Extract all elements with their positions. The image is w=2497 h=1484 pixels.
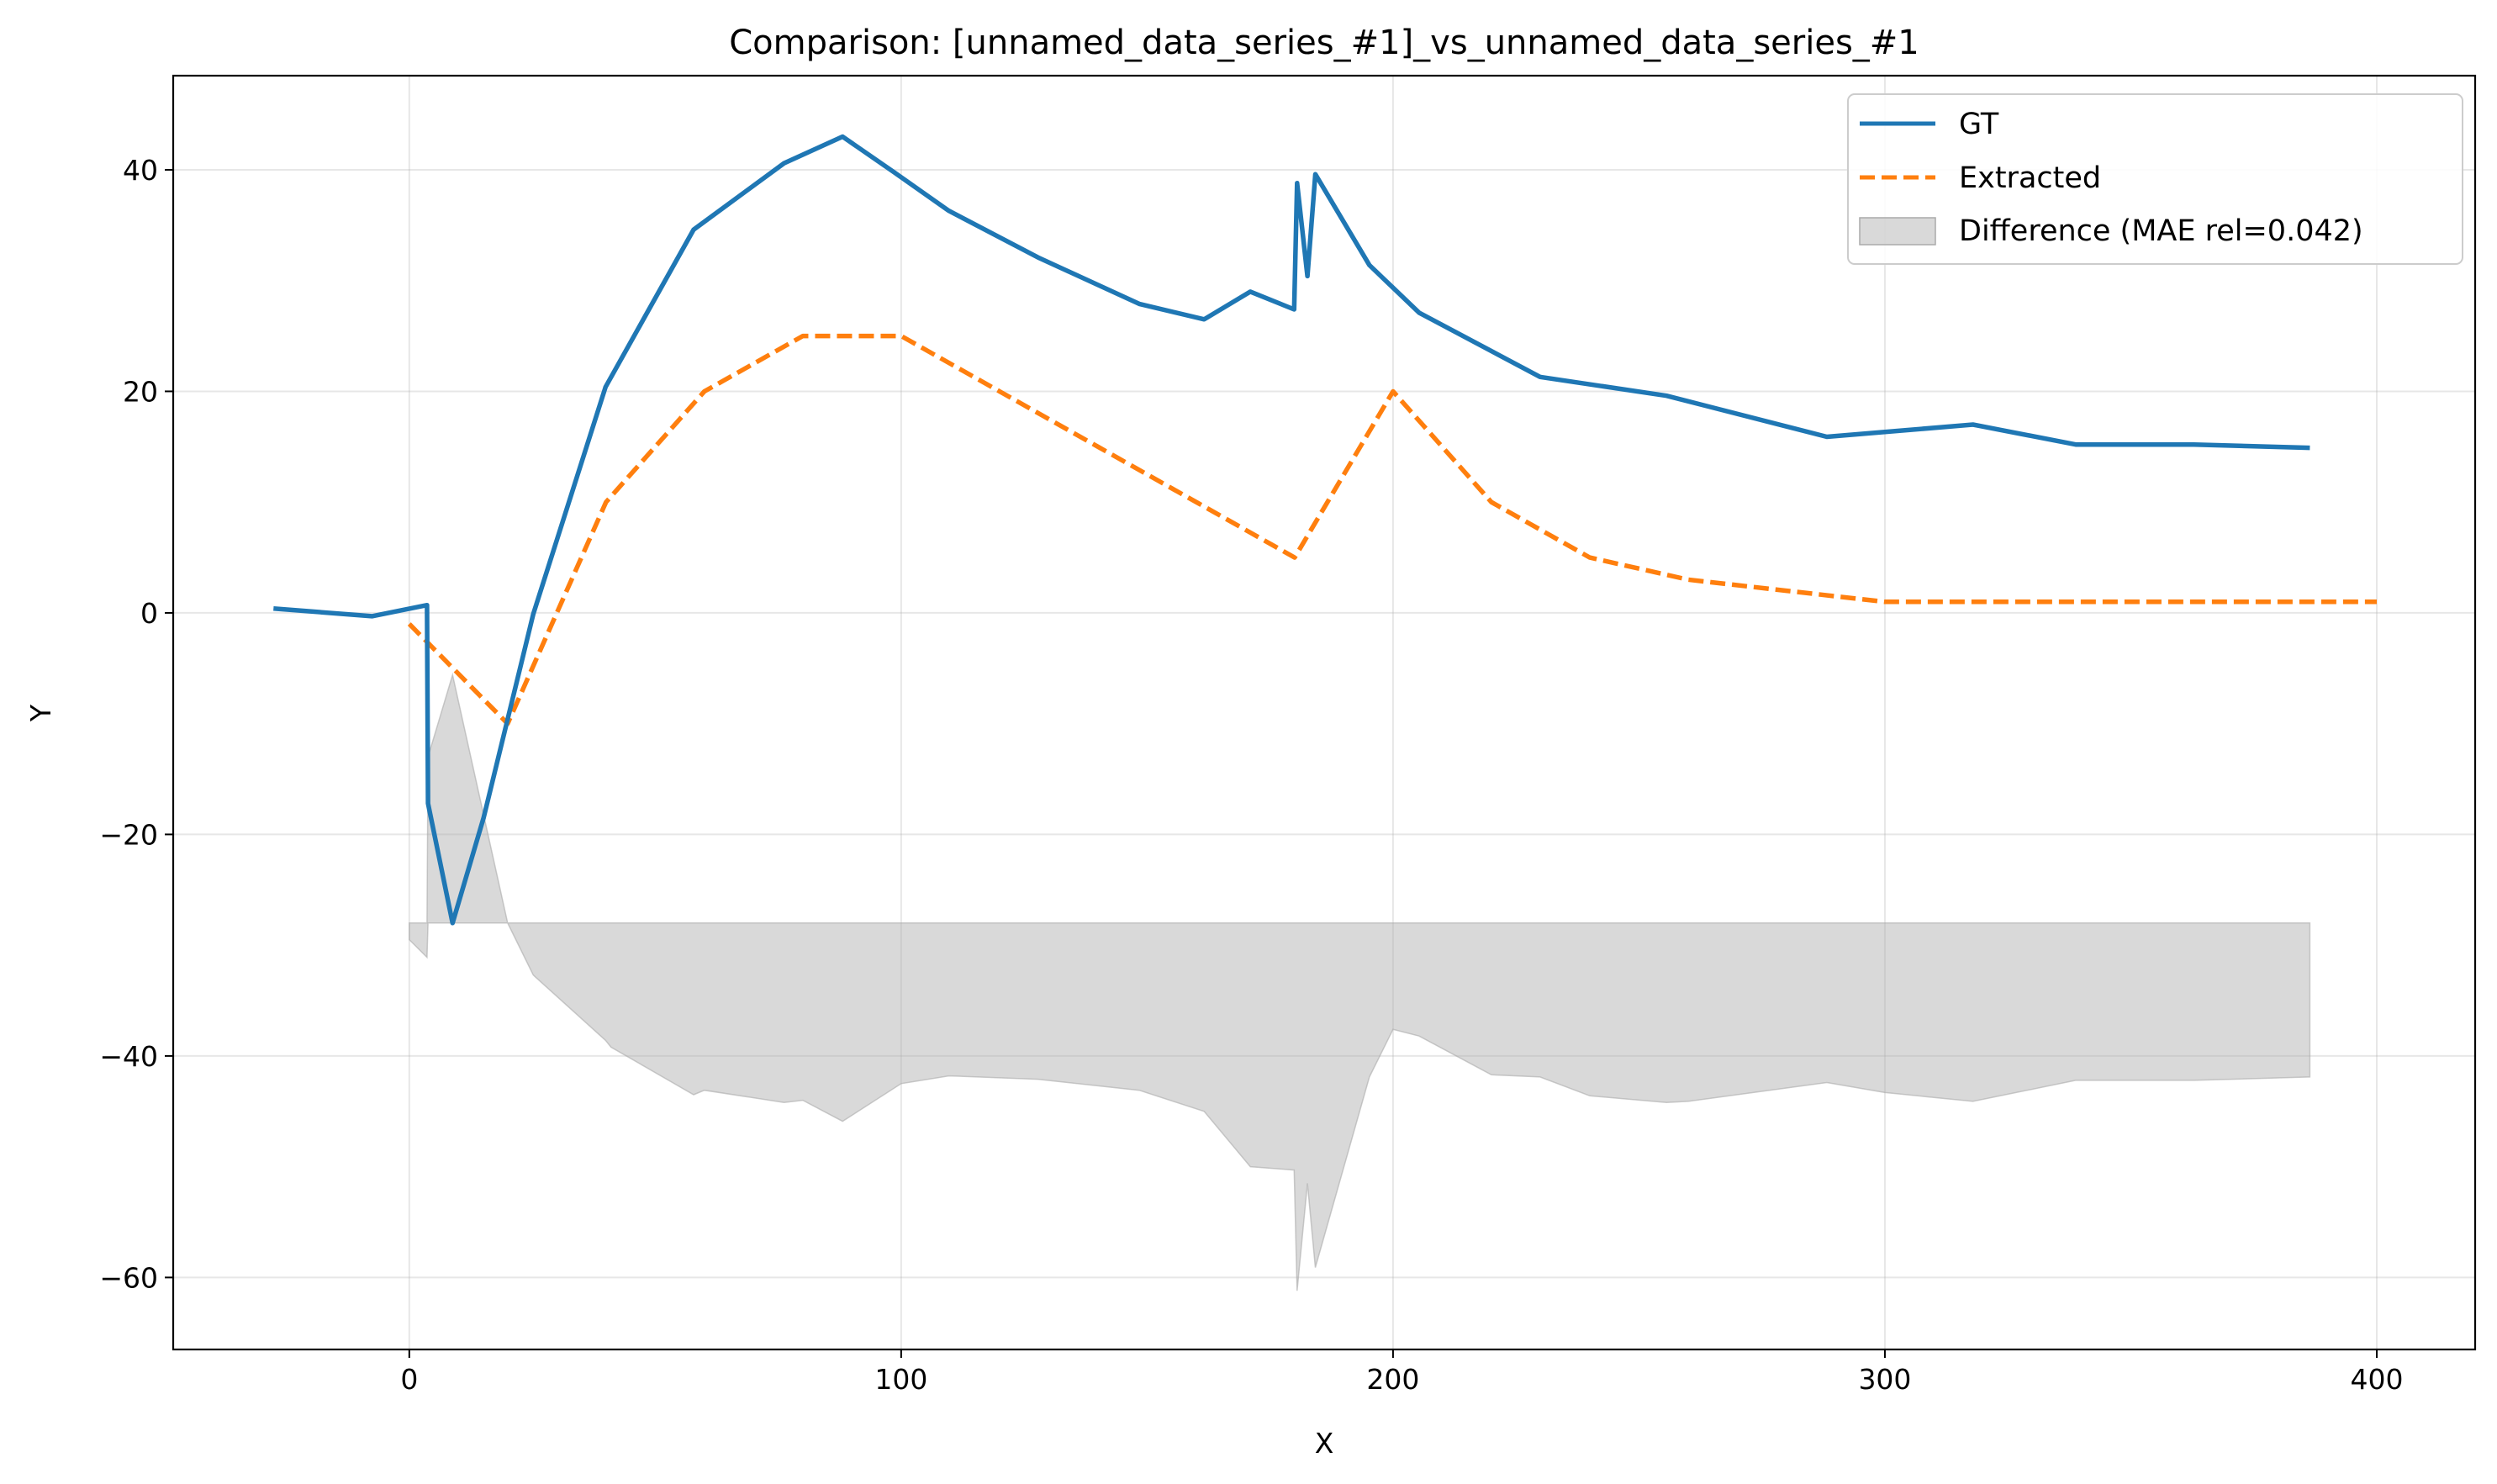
x-tick-label: 200 [1366,1363,1419,1396]
x-tick-label: 300 [1858,1363,1911,1396]
axis-ticks: 0 100 200 300 400 −60 −40 −20 0 20 40 [99,154,2403,1396]
chart-title: Comparison: [unnamed_data_series_#1]_vs_… [729,24,1919,62]
x-axis-label: X [1315,1427,1334,1460]
y-tick-label: −20 [99,818,158,851]
x-tick-label: 400 [2350,1363,2403,1396]
legend-extracted-label: Extracted [1959,161,2101,195]
gt-line [273,134,2310,926]
x-tick-label: 100 [874,1363,927,1396]
y-tick-label: −40 [99,1040,158,1073]
difference-area [409,672,2311,1291]
extracted-line [407,333,2377,726]
legend-difference-label: Difference (MAE rel=0.042) [1959,214,2363,248]
y-axis-label: Y [24,704,57,722]
y-tick-label: 0 [140,597,158,630]
legend-difference-swatch [1859,217,1936,246]
legend-box [1847,93,2463,265]
plot-area [273,134,2377,1291]
x-tick-label: 0 [400,1363,418,1396]
plot-frame [172,74,2477,1351]
y-tick-label: −60 [99,1261,158,1294]
y-tick-label: 40 [123,154,158,187]
legend: GT Extracted Difference (MAE rel=0.042) [1847,93,2463,265]
y-tick-label: 20 [123,375,158,408]
legend-gt-label: GT [1959,108,1999,141]
